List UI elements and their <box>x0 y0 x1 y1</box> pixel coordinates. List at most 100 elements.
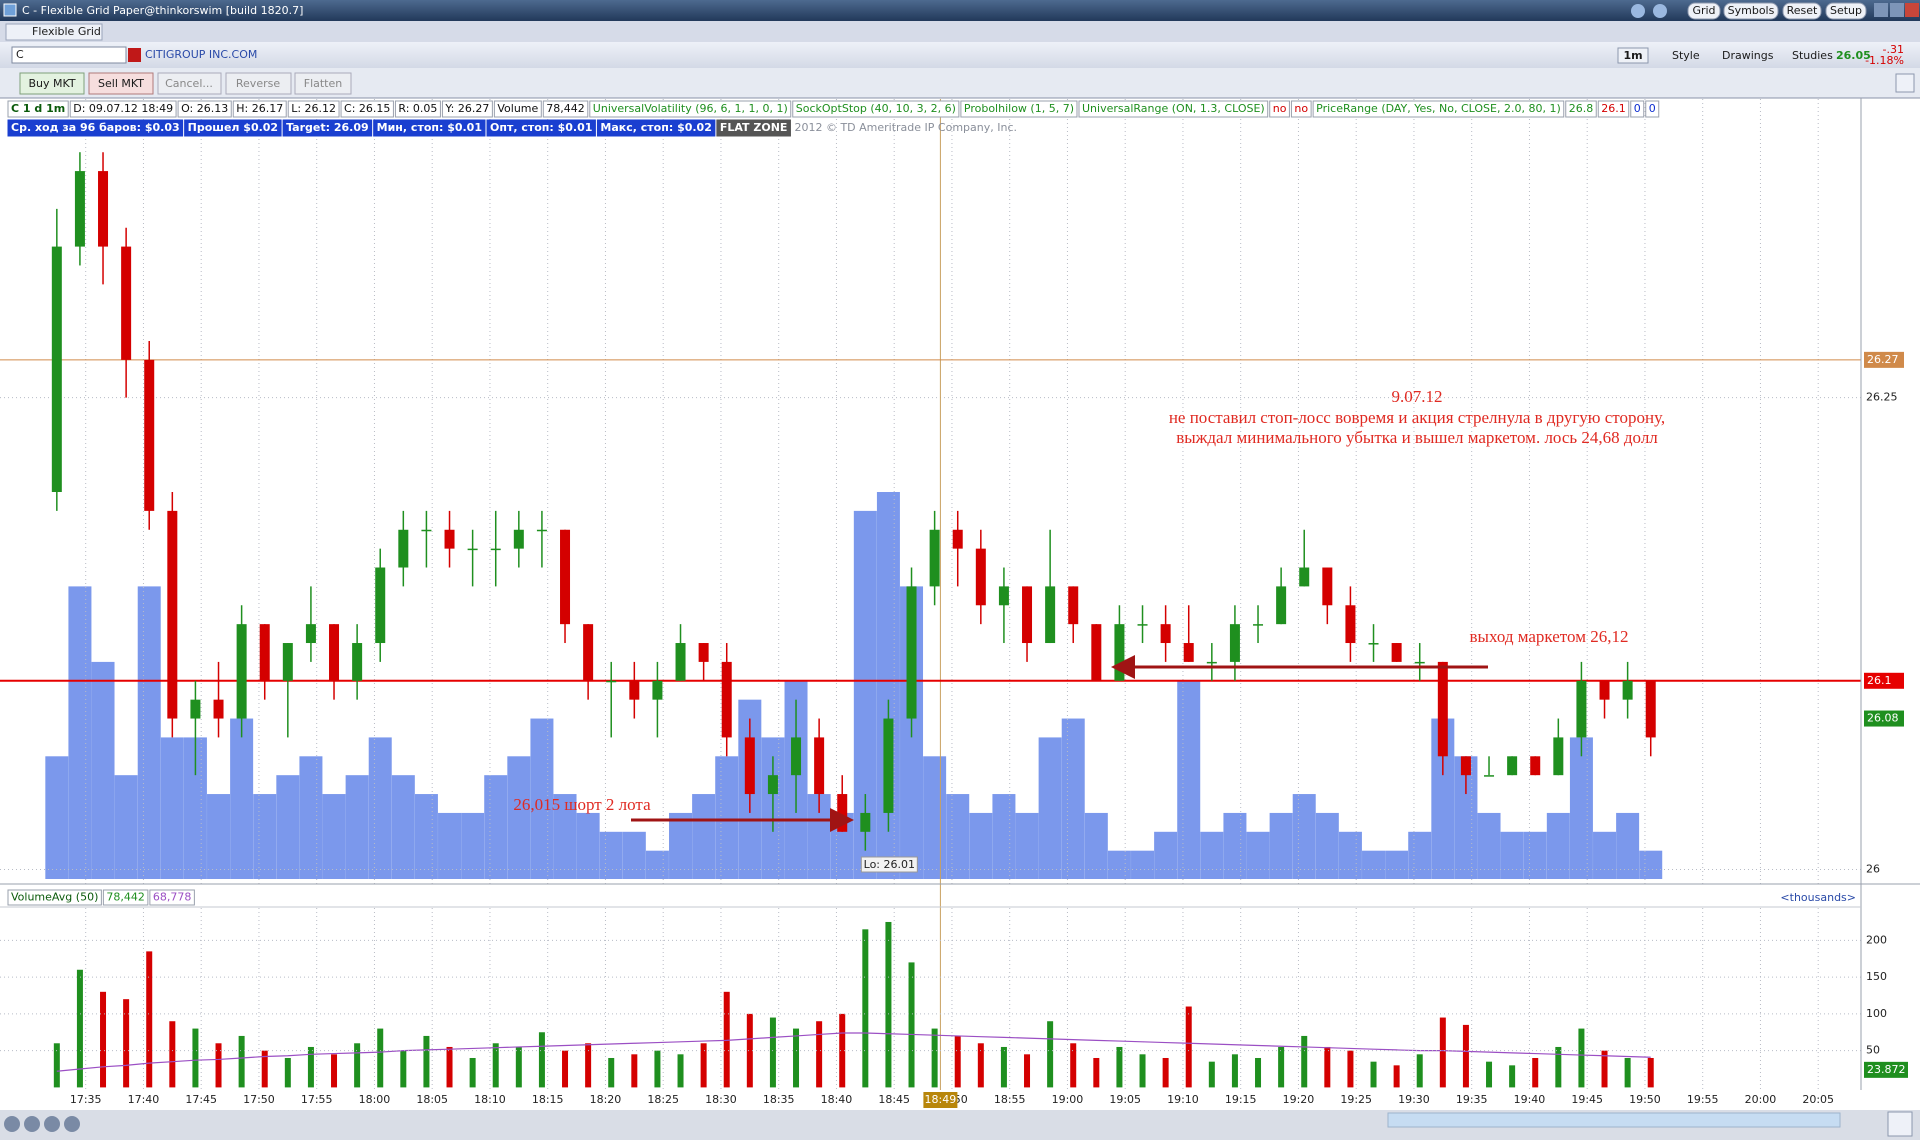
tab[interactable] <box>5 23 103 41</box>
volume-bar <box>1324 1046 1331 1088</box>
reverse-button[interactable] <box>225 72 292 95</box>
x-tick-label: 19:40 <box>1514 1093 1546 1106</box>
cancel-button[interactable] <box>157 72 222 95</box>
candle-body <box>1645 680 1656 738</box>
annotation: 26,015 шорт 2 лота <box>513 795 651 814</box>
tool-label[interactable]: Studies <box>1792 49 1833 62</box>
volume-bar <box>1347 1050 1354 1088</box>
symbols-button[interactable] <box>1723 2 1779 20</box>
candle-body <box>652 680 663 700</box>
button-label: Sell MKT <box>98 77 144 90</box>
header-cell <box>7 119 184 137</box>
button-label: Symbols <box>1728 4 1775 17</box>
header-text: 0 <box>1634 102 1641 115</box>
volume-bar <box>1047 1021 1054 1088</box>
histogram-bar <box>992 794 1016 879</box>
histogram-bar <box>1131 850 1155 879</box>
volume-tick-label: 100 <box>1866 1007 1887 1020</box>
volume-bar <box>1000 1046 1007 1088</box>
grid-button[interactable] <box>1687 2 1721 20</box>
sell-button[interactable] <box>88 72 154 95</box>
histogram-bar <box>1038 737 1062 879</box>
volume-bar <box>769 1017 776 1088</box>
tool-label[interactable]: Style <box>1672 49 1700 62</box>
symbol-input[interactable] <box>11 46 127 64</box>
volume-bar <box>1208 1061 1215 1088</box>
y-tick-label: 26 <box>1866 863 1880 876</box>
candle-body <box>1368 643 1379 645</box>
header-text: PriceRange (DAY, Yes, No, CLOSE, 2.0, 80… <box>1316 102 1561 115</box>
volume-bar <box>169 1021 176 1088</box>
x-tick-label: 17:40 <box>128 1093 160 1106</box>
volume-bar <box>1624 1057 1631 1088</box>
x-tick-label: 18:20 <box>590 1093 622 1106</box>
pan-control[interactable] <box>64 1116 80 1132</box>
candle-body <box>1160 624 1171 644</box>
plot-background <box>0 99 1861 884</box>
header-text: UniversalVolatility (96, 6, 1, 1, 0, 1) <box>593 102 788 115</box>
header-text: UniversalRange (ON, 1.3, CLOSE) <box>1082 102 1265 115</box>
header-text: 68,778 <box>153 891 192 904</box>
header-text: O: 26.13 <box>181 102 228 115</box>
aggregation-button[interactable] <box>1617 47 1649 64</box>
x-tick-label: 18:00 <box>359 1093 391 1106</box>
volume-bar <box>400 1050 407 1088</box>
histogram-bar <box>276 775 300 879</box>
minimize-button[interactable] <box>1874 3 1888 17</box>
tool-label[interactable]: Drawings <box>1722 49 1774 62</box>
annotation: 9.07.12 <box>1392 387 1443 406</box>
histogram-bar <box>322 794 346 879</box>
histogram-bar <box>1616 812 1640 879</box>
x-tick-label: 17:50 <box>243 1093 275 1106</box>
header-cell <box>232 100 287 118</box>
settings-button[interactable] <box>1887 1111 1913 1137</box>
candle-body <box>1068 586 1079 625</box>
x-tick-label: 19:45 <box>1571 1093 1603 1106</box>
candle-body <box>305 624 316 644</box>
volume-bar <box>862 929 869 1088</box>
histogram-bar <box>576 812 600 879</box>
button-label: Reset <box>1787 4 1818 17</box>
header-text: L: 26.12 <box>291 102 336 115</box>
candle-body <box>560 529 571 625</box>
volume-average <box>56 1032 1651 1072</box>
nav-icon[interactable] <box>1631 4 1645 18</box>
header-text: C: 26.15 <box>344 102 390 115</box>
x-tick-label: 19:35 <box>1456 1093 1488 1106</box>
candle-body <box>352 643 363 681</box>
zoom-control[interactable] <box>4 1116 20 1132</box>
header-text: no <box>1294 102 1308 115</box>
histogram-bar <box>876 492 900 879</box>
candle-body <box>1507 756 1518 776</box>
x-tick-label: 17:35 <box>70 1093 102 1106</box>
zoom-control[interactable] <box>24 1116 40 1132</box>
histogram-bar <box>1500 831 1524 879</box>
candle-body <box>1622 680 1633 700</box>
candle-body <box>906 586 917 719</box>
zoom-control[interactable] <box>44 1116 60 1132</box>
buy-button[interactable] <box>19 72 85 95</box>
volume-bar <box>446 1046 453 1088</box>
volume-bar <box>1578 1028 1585 1088</box>
candle-body <box>583 624 594 681</box>
flatten-button[interactable] <box>294 72 352 95</box>
histogram-bar <box>114 775 138 879</box>
header-cell <box>542 100 589 118</box>
maximize-button[interactable] <box>1890 3 1904 17</box>
volume-bar <box>261 1050 268 1088</box>
header-cell <box>1565 100 1597 118</box>
x-tick-label: 18:25 <box>647 1093 679 1106</box>
reset-button[interactable] <box>1782 2 1822 20</box>
close-button[interactable] <box>1905 3 1919 17</box>
price-line-label: 26.1 <box>1867 674 1892 687</box>
x-tick-label: 18:30 <box>705 1093 737 1106</box>
volume-tick-label: 150 <box>1866 970 1887 983</box>
button-label: Reverse <box>236 77 280 90</box>
candle-body <box>1229 624 1240 662</box>
header-text: Target: 26.09 <box>286 121 369 134</box>
setup-button[interactable] <box>1825 2 1867 20</box>
nav-icon[interactable] <box>1653 4 1667 18</box>
panel-toggle[interactable] <box>1895 73 1915 93</box>
volume-bar <box>192 1028 199 1088</box>
scrollbar[interactable] <box>1387 1112 1841 1128</box>
